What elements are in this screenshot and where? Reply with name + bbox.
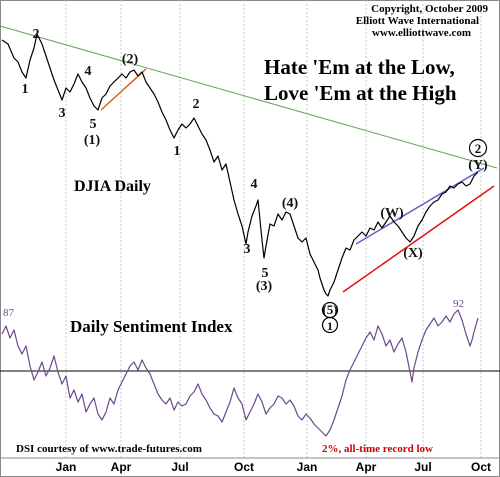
- wave-label: 3: [244, 242, 251, 257]
- wave-label: 4: [251, 177, 258, 192]
- x-tick-label: Jul: [414, 460, 431, 474]
- x-tick-label: Oct: [234, 460, 254, 474]
- red-channel-line: [342, 185, 495, 293]
- headline-line-2: Love 'Em at the High: [264, 81, 457, 105]
- wave-label: (Y): [468, 158, 488, 173]
- dsi-line: [1, 309, 479, 437]
- wave-label: 1: [22, 82, 29, 97]
- circled-wave-1-text: 1: [327, 319, 333, 333]
- circled-wave-5-ring: [321, 301, 339, 319]
- dsi-annotation-92: 92: [453, 298, 464, 310]
- blue-channel-line: [355, 167, 485, 245]
- website-text: www.elliottwave.com: [372, 27, 471, 39]
- wave-label: (4): [282, 196, 299, 211]
- x-tick-label: Jul: [171, 460, 188, 474]
- dsi-panel: [0, 309, 500, 437]
- wave-label: (2): [122, 52, 139, 67]
- x-tick-label: Jan: [297, 460, 318, 474]
- djia-price-line: [1, 33, 479, 297]
- wave-label: (X): [403, 246, 423, 261]
- wave-label: 3: [59, 106, 66, 121]
- wave-label: 1: [174, 144, 181, 159]
- copyright-text: Copyright, October 2009: [371, 3, 488, 15]
- wave-label: 4: [85, 64, 92, 79]
- wave-label: (1): [84, 133, 101, 148]
- wave-label: (3): [256, 279, 273, 294]
- dsi-annotation-87: 87: [3, 307, 15, 319]
- record-low-note: 2%, all-time record low: [322, 443, 433, 455]
- vertical-gridlines: [65, 0, 482, 458]
- headline-line-1: Hate 'Em at the Low,: [264, 55, 455, 79]
- upper-trendline: [0, 25, 498, 169]
- circled-wave-2: 2: [468, 138, 488, 158]
- circled-wave-2-text: 2: [475, 141, 482, 156]
- wave-label: 5: [262, 266, 269, 281]
- djia-panel-label: DJIA Daily: [74, 178, 151, 195]
- x-tick-label: Apr: [111, 460, 132, 474]
- x-tick-label: Jan: [56, 460, 77, 474]
- dsi-panel-label: Daily Sentiment Index: [70, 317, 233, 336]
- wave-label: 2: [193, 97, 200, 112]
- wave-label: (W): [380, 206, 404, 221]
- x-axis: Jan Apr Jul Oct Jan Apr Jul Oct: [0, 457, 500, 474]
- wave-label: (5): [322, 302, 337, 317]
- dsi-credit-text: DSI courtesy of www.trade-futures.com: [16, 443, 202, 455]
- publisher-text: Elliott Wave International: [356, 15, 479, 27]
- djia-panel: [0, 25, 498, 297]
- x-tick-label: Apr: [356, 460, 377, 474]
- circled-wave-1: 1: [321, 316, 339, 334]
- x-tick-label: Oct: [471, 460, 491, 474]
- circle-marker: [468, 138, 488, 158]
- wave-label: 5: [90, 117, 97, 132]
- wave-label: 2: [33, 27, 40, 42]
